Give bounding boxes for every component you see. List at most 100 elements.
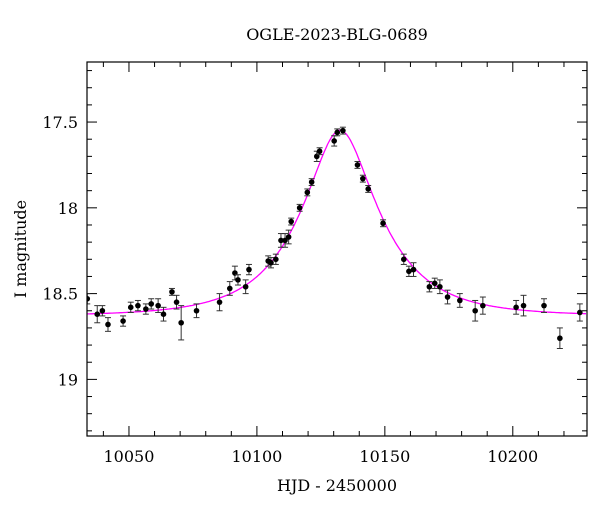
point-marker	[360, 175, 366, 182]
x-tick-label: 10200	[487, 447, 538, 466]
point-marker	[143, 306, 149, 312]
data-point	[308, 178, 315, 187]
point-marker	[334, 129, 341, 136]
data-point	[479, 296, 486, 315]
point-marker	[437, 283, 443, 290]
point-marker	[120, 318, 126, 324]
data-point	[226, 281, 233, 296]
point-marker	[541, 302, 547, 309]
point-marker	[577, 309, 583, 316]
data-point	[288, 217, 295, 226]
point-marker	[235, 277, 241, 283]
point-marker	[308, 179, 315, 185]
point-marker	[273, 256, 279, 263]
point-marker	[365, 186, 372, 192]
data-point	[193, 303, 200, 319]
point-marker	[226, 285, 233, 292]
point-marker	[480, 302, 486, 309]
point-marker	[285, 234, 292, 240]
point-marker	[216, 299, 223, 305]
data-point	[120, 315, 127, 327]
point-marker	[173, 299, 180, 305]
point-marker	[87, 295, 91, 302]
chart-title: OGLE-2023-BLG-0689	[246, 25, 428, 44]
data-point	[148, 298, 155, 310]
data-point	[456, 293, 463, 308]
point-marker	[354, 162, 361, 168]
point-marker	[513, 304, 519, 311]
data-point	[155, 298, 162, 313]
data-point	[99, 305, 106, 317]
point-marker	[268, 259, 274, 266]
point-marker	[340, 127, 346, 134]
data-point	[142, 303, 149, 315]
point-marker	[127, 304, 134, 311]
y-axis-label: I magnitude	[11, 200, 30, 298]
point-marker	[400, 256, 407, 263]
data-point	[380, 219, 387, 228]
data-point	[541, 298, 548, 313]
data-point	[431, 277, 438, 289]
point-marker	[246, 266, 252, 273]
point-marker	[457, 297, 463, 304]
data-point	[436, 279, 443, 295]
point-marker	[406, 268, 412, 275]
plot-frame	[86, 61, 588, 437]
point-marker	[472, 307, 478, 314]
data-point	[234, 274, 241, 286]
point-marker	[193, 307, 200, 314]
data-point	[104, 317, 111, 332]
data-point	[426, 281, 433, 293]
point-marker	[94, 311, 101, 317]
point-marker	[426, 283, 433, 290]
data-point	[316, 147, 323, 156]
point-marker	[135, 302, 141, 309]
y-tick-label: 17.5	[42, 113, 78, 132]
y-tick-label: 18	[58, 199, 78, 218]
data-point	[94, 305, 101, 324]
point-marker	[242, 283, 249, 290]
point-marker	[105, 321, 111, 328]
data-point	[513, 299, 520, 315]
data-point	[178, 305, 185, 341]
data-point	[242, 279, 249, 295]
data-point	[444, 289, 451, 305]
point-marker	[155, 302, 161, 309]
point-marker	[169, 289, 175, 295]
model-curve	[87, 129, 586, 315]
data-point	[168, 287, 175, 296]
point-marker	[410, 266, 417, 273]
data-point	[354, 161, 361, 169]
data-point	[472, 299, 479, 322]
point-marker	[160, 311, 167, 317]
point-marker	[331, 138, 337, 144]
y-tick-label: 18.5	[42, 285, 78, 304]
data-point	[400, 253, 407, 265]
y-tick-label: 19	[58, 370, 78, 389]
point-marker	[444, 294, 451, 300]
data-point	[272, 253, 279, 265]
point-marker	[178, 319, 184, 326]
point-marker	[99, 307, 106, 314]
point-marker	[431, 280, 438, 287]
data-point	[334, 128, 341, 137]
data-point	[160, 306, 167, 322]
data-point	[365, 185, 372, 193]
data-point	[339, 126, 346, 135]
data-point	[296, 203, 303, 212]
x-tick-label: 10050	[104, 447, 155, 466]
x-tick-label: 10150	[359, 447, 410, 466]
data-point	[173, 294, 180, 310]
data-point	[304, 188, 311, 197]
data-point	[331, 135, 338, 147]
data-point	[520, 294, 527, 317]
data-point	[267, 257, 274, 269]
data-point	[245, 263, 252, 276]
data-point	[410, 262, 417, 277]
data-point	[134, 299, 141, 312]
point-marker	[304, 189, 311, 196]
x-axis-label: HJD - 2450000	[277, 476, 397, 495]
x-tick-label: 10100	[231, 447, 282, 466]
point-marker	[296, 205, 303, 211]
